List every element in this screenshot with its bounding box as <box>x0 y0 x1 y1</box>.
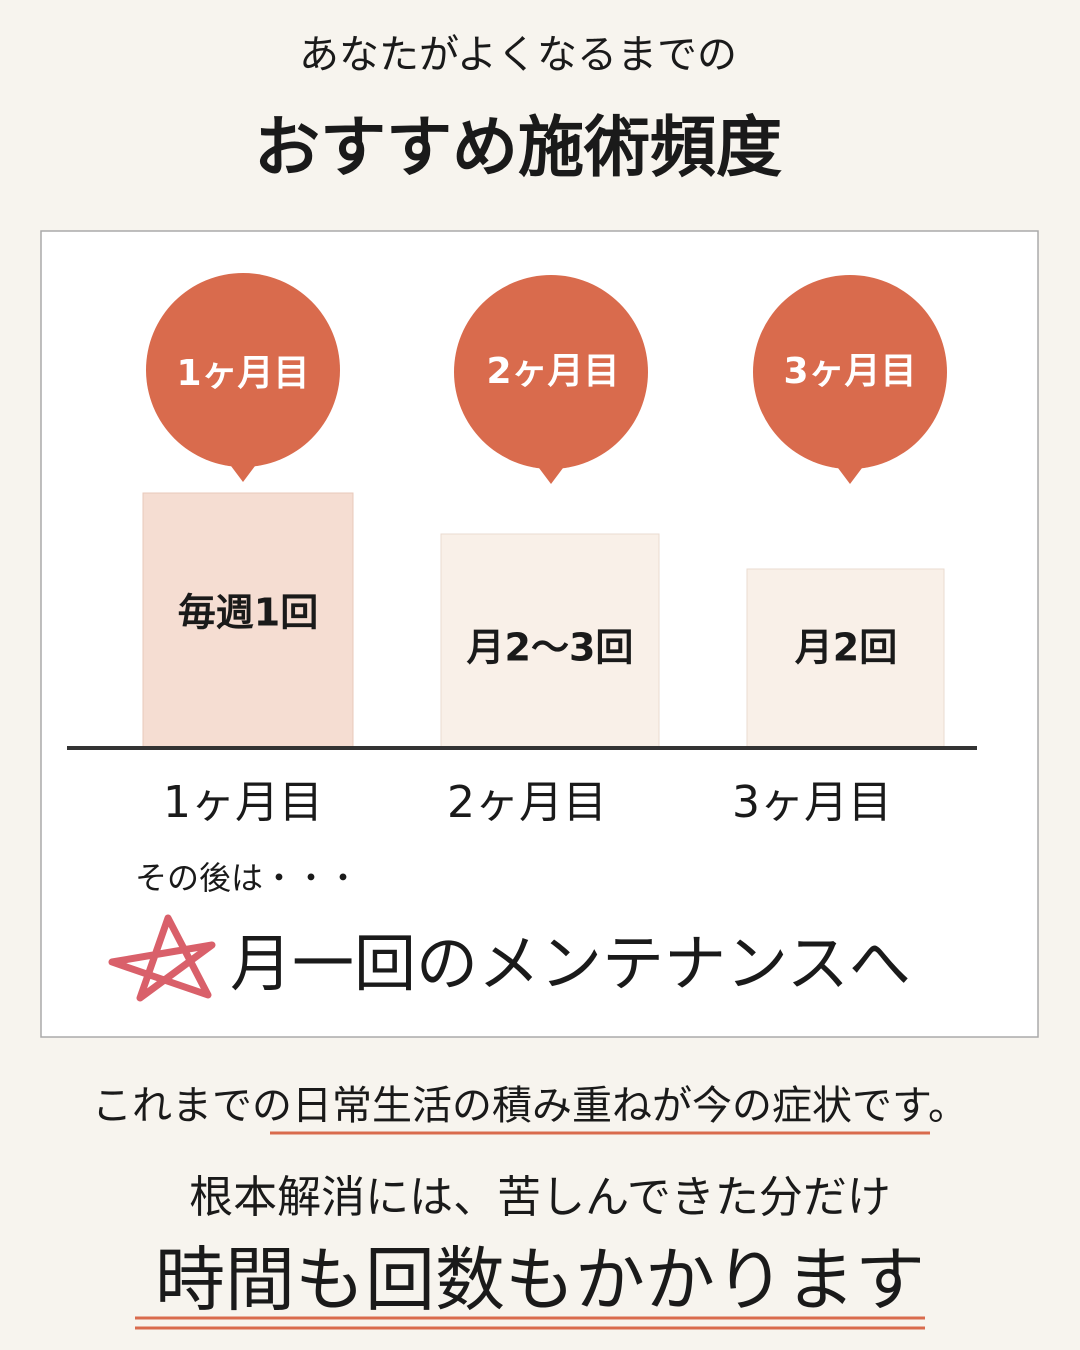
footer-line: 根本解消には、苦しんできた分だけ <box>189 1172 891 1223</box>
bubbles <box>146 273 947 484</box>
bar <box>142 492 354 749</box>
after-lead: その後は・・・ <box>135 859 359 897</box>
bar <box>746 568 945 749</box>
after-text: 月一回のメンテナンスへ <box>230 927 911 1000</box>
axis-label: 2ヶ月目 <box>447 777 607 828</box>
footer-line: これまでの日常生活の積み重ねが今の症状です。 <box>92 1083 968 1129</box>
footer-emphasis: 時間も回数もかかります <box>155 1239 925 1321</box>
bubble-label: 2ヶ月目 <box>486 351 619 392</box>
bar-label: 毎週1回 <box>178 591 318 635</box>
bubble-pointer <box>536 464 566 484</box>
bubble-label: 1ヶ月目 <box>176 353 309 394</box>
title: おすすめ施術頻度 <box>254 109 782 186</box>
bubble-label: 3ヶ月目 <box>783 351 916 392</box>
bubble <box>146 273 340 467</box>
subtitle: あなたがよくなるまでの <box>299 32 737 78</box>
axis-label: 1ヶ月目 <box>163 777 323 828</box>
bar <box>440 533 660 749</box>
bar-label: 月2〜3回 <box>467 626 634 670</box>
axis-label: 3ヶ月目 <box>732 777 892 828</box>
bubble-pointer <box>835 464 865 484</box>
bubble <box>454 275 648 469</box>
bar-label: 月2回 <box>795 626 897 670</box>
bubble-pointer <box>228 462 258 482</box>
bubble <box>753 275 947 469</box>
star-icon <box>108 914 216 1002</box>
